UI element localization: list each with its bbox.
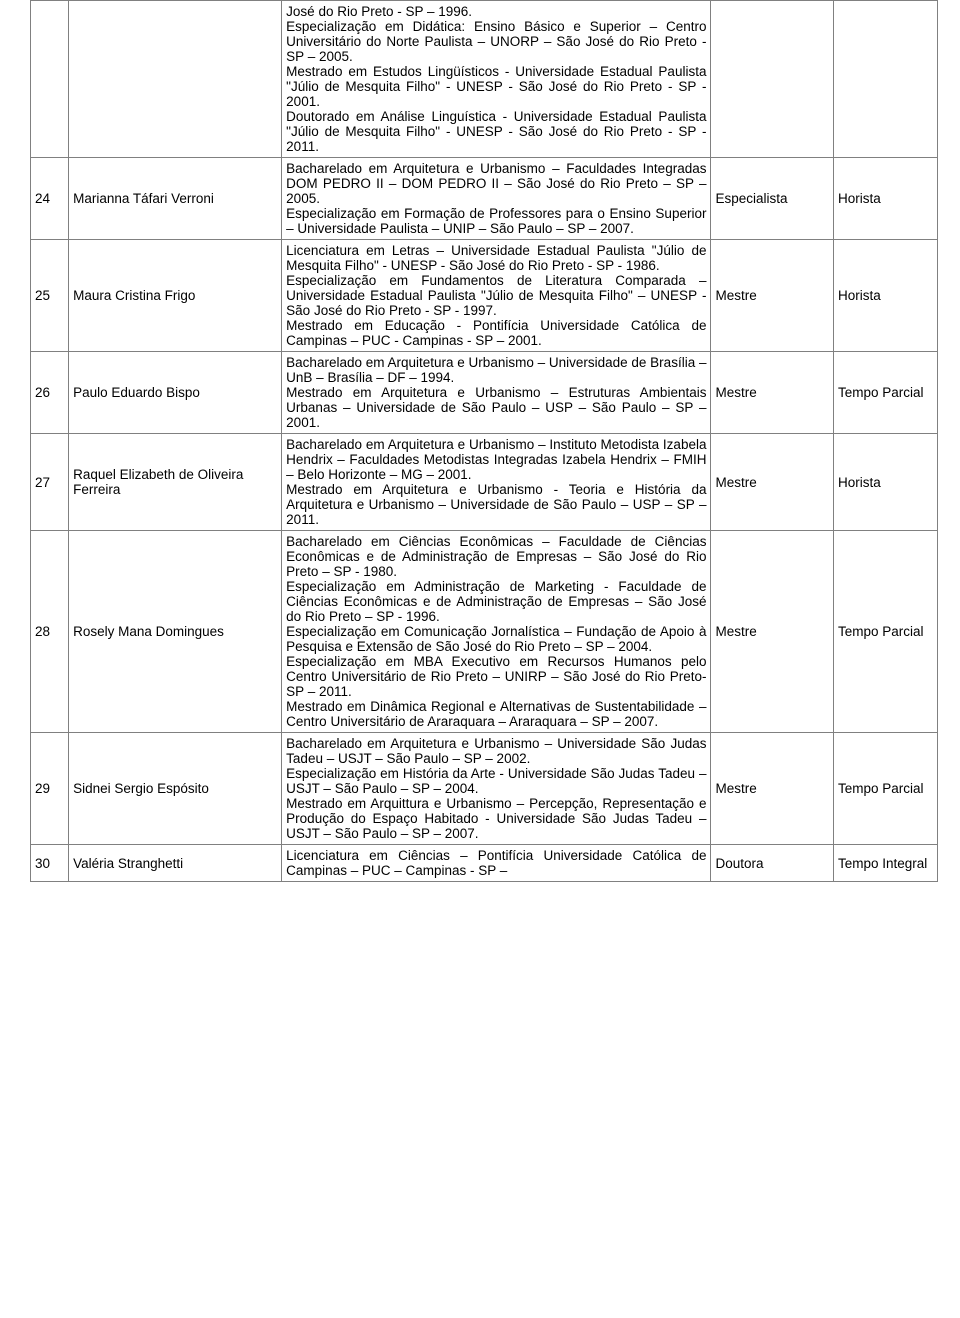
table-row: 26Paulo Eduardo BispoBacharelado em Arqu… — [31, 352, 938, 434]
work-regime: Horista — [833, 158, 937, 240]
faculty-name: Valéria Stranghetti — [69, 845, 282, 882]
qualifications: Bacharelado em Ciências Econômicas – Fac… — [282, 531, 711, 733]
row-number: 27 — [31, 434, 69, 531]
work-regime: Tempo Parcial — [833, 733, 937, 845]
work-regime: Tempo Parcial — [833, 531, 937, 733]
work-regime — [833, 1, 937, 158]
academic-title: Mestre — [711, 434, 834, 531]
row-number — [31, 1, 69, 158]
table-row: 28Rosely Mana DominguesBacharelado em Ci… — [31, 531, 938, 733]
academic-title: Doutora — [711, 845, 834, 882]
qualifications: José do Rio Preto - SP – 1996.Especializ… — [282, 1, 711, 158]
faculty-name: Raquel Elizabeth de Oliveira Ferreira — [69, 434, 282, 531]
faculty-name: Marianna Táfari Verroni — [69, 158, 282, 240]
faculty-name: Maura Cristina Frigo — [69, 240, 282, 352]
academic-title: Mestre — [711, 240, 834, 352]
row-number: 30 — [31, 845, 69, 882]
table-row: 29Sidnei Sergio EspósitoBacharelado em A… — [31, 733, 938, 845]
academic-title: Mestre — [711, 733, 834, 845]
table-row: 27Raquel Elizabeth de Oliveira FerreiraB… — [31, 434, 938, 531]
faculty-name: Paulo Eduardo Bispo — [69, 352, 282, 434]
academic-title — [711, 1, 834, 158]
qualifications: Licenciatura em Ciências – Pontifícia Un… — [282, 845, 711, 882]
qualifications: Bacharelado em Arquitetura e Urbanismo –… — [282, 434, 711, 531]
academic-title: Especialista — [711, 158, 834, 240]
table-row: José do Rio Preto - SP – 1996.Especializ… — [31, 1, 938, 158]
qualifications: Bacharelado em Arquitetura e Urbanismo –… — [282, 733, 711, 845]
academic-title: Mestre — [711, 352, 834, 434]
work-regime: Tempo Integral — [833, 845, 937, 882]
table-row: 30Valéria StranghettiLicenciatura em Ciê… — [31, 845, 938, 882]
work-regime: Horista — [833, 240, 937, 352]
qualifications: Bacharelado em Arquitetura e Urbanismo –… — [282, 158, 711, 240]
qualifications: Licenciatura em Letras – Universidade Es… — [282, 240, 711, 352]
row-number: 25 — [31, 240, 69, 352]
qualifications: Bacharelado em Arquitetura e Urbanismo –… — [282, 352, 711, 434]
row-number: 26 — [31, 352, 69, 434]
row-number: 24 — [31, 158, 69, 240]
table-row: 24Marianna Táfari VerroniBacharelado em … — [31, 158, 938, 240]
work-regime: Horista — [833, 434, 937, 531]
row-number: 28 — [31, 531, 69, 733]
faculty-table: José do Rio Preto - SP – 1996.Especializ… — [30, 0, 938, 882]
faculty-name: Sidnei Sergio Espósito — [69, 733, 282, 845]
table-row: 25Maura Cristina FrigoLicenciatura em Le… — [31, 240, 938, 352]
row-number: 29 — [31, 733, 69, 845]
faculty-name — [69, 1, 282, 158]
academic-title: Mestre — [711, 531, 834, 733]
faculty-name: Rosely Mana Domingues — [69, 531, 282, 733]
work-regime: Tempo Parcial — [833, 352, 937, 434]
